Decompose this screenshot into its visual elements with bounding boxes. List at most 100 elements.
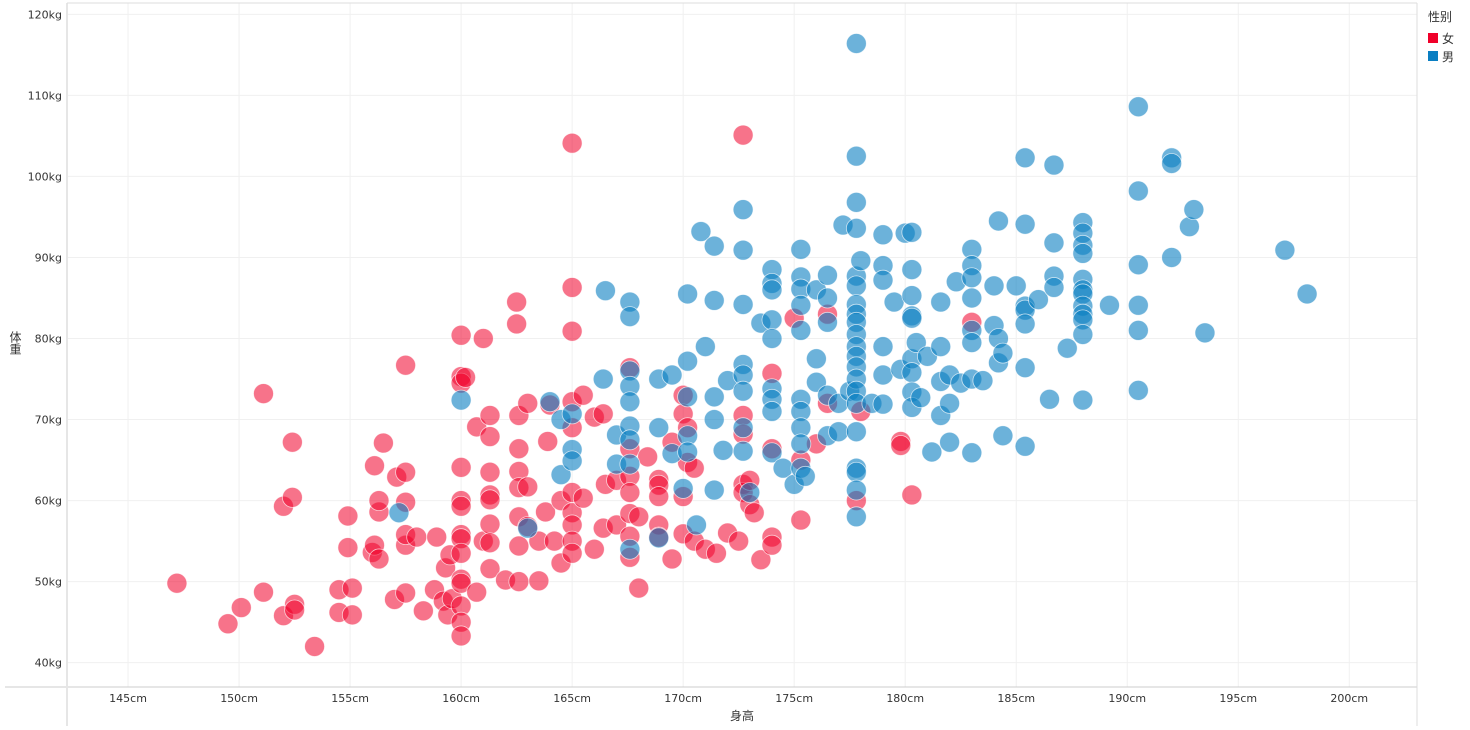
- point-female[interactable]: [450, 542, 472, 564]
- point-female[interactable]: [732, 124, 754, 146]
- point-male[interactable]: [761, 309, 783, 331]
- point-male[interactable]: [1072, 389, 1094, 411]
- point-male[interactable]: [988, 210, 1009, 232]
- point-male[interactable]: [732, 199, 754, 221]
- point-female[interactable]: [479, 513, 501, 535]
- point-female[interactable]: [901, 484, 923, 506]
- point-male[interactable]: [1014, 435, 1036, 457]
- point-female[interactable]: [537, 431, 559, 452]
- point-male[interactable]: [992, 425, 1014, 447]
- legend-item-female[interactable]: 女: [1428, 29, 1454, 47]
- point-female[interactable]: [479, 532, 501, 554]
- point-female[interactable]: [535, 501, 556, 523]
- point-female[interactable]: [479, 489, 501, 511]
- point-male[interactable]: [1161, 247, 1183, 268]
- point-female[interactable]: [479, 558, 501, 580]
- point-male[interactable]: [901, 307, 923, 329]
- point-male[interactable]: [677, 441, 699, 463]
- point-male[interactable]: [939, 431, 961, 453]
- point-female[interactable]: [472, 328, 494, 349]
- point-male[interactable]: [1014, 357, 1036, 379]
- point-male[interactable]: [619, 453, 641, 475]
- point-male[interactable]: [388, 502, 410, 524]
- point-male[interactable]: [732, 417, 754, 439]
- point-male[interactable]: [703, 235, 725, 257]
- point-male[interactable]: [686, 514, 707, 536]
- point-female[interactable]: [619, 482, 641, 503]
- point-male[interactable]: [1161, 153, 1183, 174]
- point-male[interactable]: [850, 250, 872, 272]
- point-male[interactable]: [1274, 239, 1296, 261]
- point-male[interactable]: [677, 283, 699, 305]
- point-female[interactable]: [253, 383, 274, 405]
- point-female[interactable]: [743, 502, 765, 524]
- point-male[interactable]: [648, 417, 670, 439]
- point-female[interactable]: [426, 526, 448, 548]
- point-male[interactable]: [1072, 243, 1094, 264]
- point-female[interactable]: [450, 495, 472, 517]
- point-male[interactable]: [983, 275, 1005, 297]
- point-female[interactable]: [337, 537, 359, 559]
- point-male[interactable]: [794, 465, 816, 487]
- point-female[interactable]: [412, 600, 434, 622]
- point-female[interactable]: [592, 403, 614, 425]
- point-male[interactable]: [845, 191, 867, 213]
- point-female[interactable]: [561, 542, 583, 564]
- point-female[interactable]: [606, 514, 627, 536]
- point-female[interactable]: [583, 538, 605, 560]
- point-male[interactable]: [1099, 294, 1120, 316]
- point-male[interactable]: [732, 440, 754, 462]
- point-female[interactable]: [406, 526, 428, 548]
- point-male[interactable]: [817, 311, 838, 333]
- point-female[interactable]: [543, 530, 565, 552]
- point-male[interactable]: [672, 478, 694, 499]
- point-female[interactable]: [166, 572, 188, 594]
- point-male[interactable]: [1039, 388, 1060, 410]
- point-female[interactable]: [373, 432, 394, 454]
- point-male[interactable]: [921, 441, 943, 463]
- point-male[interactable]: [1183, 199, 1205, 221]
- point-male[interactable]: [1005, 275, 1027, 297]
- point-male[interactable]: [619, 391, 641, 413]
- point-male[interactable]: [939, 392, 961, 414]
- point-male[interactable]: [592, 368, 614, 390]
- point-male[interactable]: [930, 336, 952, 358]
- point-female[interactable]: [706, 542, 727, 564]
- point-male[interactable]: [817, 287, 838, 309]
- point-female[interactable]: [561, 132, 583, 154]
- point-male[interactable]: [828, 421, 849, 443]
- point-male[interactable]: [1296, 283, 1318, 305]
- point-female[interactable]: [508, 438, 530, 460]
- point-male[interactable]: [703, 290, 725, 311]
- point-male[interactable]: [790, 238, 812, 260]
- point-male[interactable]: [905, 332, 927, 353]
- point-female[interactable]: [628, 506, 650, 528]
- point-male[interactable]: [961, 287, 983, 309]
- point-male[interactable]: [1056, 337, 1078, 359]
- point-male[interactable]: [901, 285, 923, 306]
- point-male[interactable]: [1014, 147, 1036, 169]
- point-female[interactable]: [479, 426, 501, 447]
- point-female[interactable]: [506, 291, 528, 313]
- point-female[interactable]: [561, 277, 583, 298]
- point-female[interactable]: [341, 604, 363, 626]
- point-female[interactable]: [508, 571, 530, 593]
- point-male[interactable]: [845, 421, 867, 443]
- point-male[interactable]: [732, 294, 754, 315]
- point-female[interactable]: [304, 636, 325, 657]
- point-male[interactable]: [845, 275, 867, 297]
- point-male[interactable]: [1043, 277, 1065, 298]
- point-male[interactable]: [761, 401, 783, 422]
- point-male[interactable]: [910, 387, 932, 409]
- point-female[interactable]: [341, 577, 363, 599]
- point-male[interactable]: [450, 389, 472, 411]
- point-male[interactable]: [1072, 324, 1094, 345]
- point-male[interactable]: [517, 517, 539, 539]
- point-male[interactable]: [1127, 254, 1149, 276]
- point-male[interactable]: [661, 364, 683, 386]
- point-female[interactable]: [337, 505, 359, 527]
- point-female[interactable]: [281, 486, 303, 508]
- point-female[interactable]: [761, 534, 783, 556]
- point-female[interactable]: [637, 446, 659, 468]
- point-female[interactable]: [395, 461, 417, 483]
